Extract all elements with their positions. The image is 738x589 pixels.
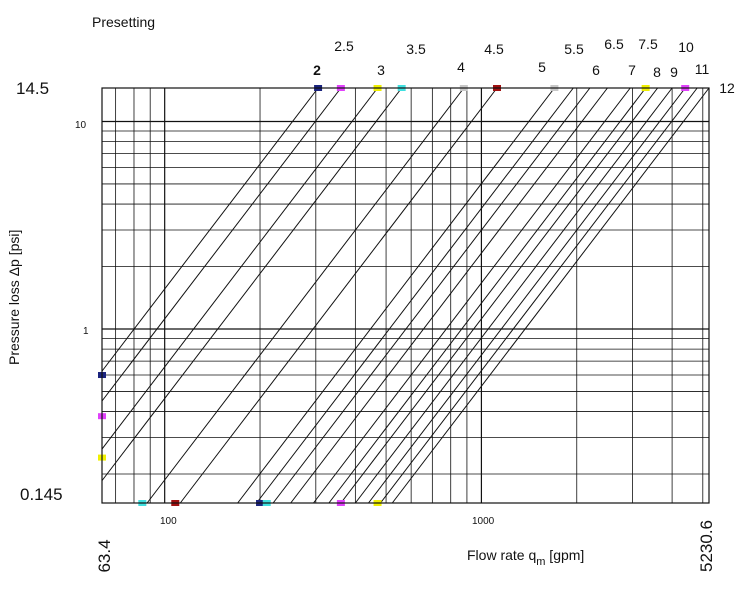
presetting-label: 12 xyxy=(719,80,735,96)
presetting-label: 5.5 xyxy=(564,41,584,57)
presetting-label: 2.5 xyxy=(334,38,354,54)
series-line-4-5 xyxy=(179,87,498,504)
presetting-label: 11 xyxy=(695,61,710,77)
x-tick-label-100: 100 xyxy=(160,516,177,527)
series-line-4 xyxy=(146,87,465,504)
plot-frame xyxy=(101,87,710,504)
series-line-7-5 xyxy=(328,87,647,504)
series-line-11 xyxy=(380,87,698,504)
x-axis-label: Flow rate qm [gpm] xyxy=(467,547,584,568)
y-tick-label-10: 10 xyxy=(75,120,87,131)
series-line-12 xyxy=(391,87,710,504)
presetting-label: 3 xyxy=(377,62,385,78)
series-line-7 xyxy=(313,87,631,504)
presetting-label: 7 xyxy=(628,62,636,78)
series-line-3 xyxy=(101,87,378,450)
x-range-left-label: 63.4 xyxy=(95,539,114,572)
series-line-3-5 xyxy=(101,87,403,481)
series-line-5-5 xyxy=(256,87,574,504)
presetting-label: 6.5 xyxy=(604,36,624,52)
series-line-10 xyxy=(368,87,686,504)
x-axis-label-main: Flow rate q xyxy=(467,547,536,563)
presetting-label: 10 xyxy=(678,39,694,55)
presetting-label: 6 xyxy=(592,62,600,78)
presetting-label: 8 xyxy=(653,64,661,80)
grid-lines xyxy=(102,88,709,503)
presetting-label: 5 xyxy=(538,59,546,75)
presetting-label: 4.5 xyxy=(484,41,504,57)
series-line-9 xyxy=(354,87,673,504)
presetting-label: 4 xyxy=(457,59,465,75)
series-line-6-5 xyxy=(290,87,608,504)
markers xyxy=(98,85,690,506)
x-axis-label-unit: [gpm] xyxy=(545,547,584,563)
chart-title: Presetting xyxy=(92,14,155,30)
series-line-2-5 xyxy=(101,87,342,402)
x-range-right-label: 5230.6 xyxy=(697,520,716,572)
y-range-top-label: 14.5 xyxy=(16,79,49,98)
y-range-bottom-label: 0.145 xyxy=(20,485,63,504)
series-line-5 xyxy=(237,87,555,504)
series-line-2 xyxy=(101,87,319,372)
presetting-label: 2 xyxy=(313,62,321,78)
x-axis-label-sub: m xyxy=(536,556,545,568)
presetting-label: 7.5 xyxy=(638,36,658,52)
curve-lines xyxy=(101,87,710,504)
presetting-label: 3.5 xyxy=(406,41,426,57)
presetting-label: 9 xyxy=(670,64,678,80)
y-axis-label: Pressure loss Δp [psi] xyxy=(6,230,22,365)
series-line-8 xyxy=(340,87,659,504)
y-tick-label-1: 1 xyxy=(83,326,89,337)
x-tick-label-1000: 1000 xyxy=(472,516,495,527)
series-line-6 xyxy=(272,87,591,504)
